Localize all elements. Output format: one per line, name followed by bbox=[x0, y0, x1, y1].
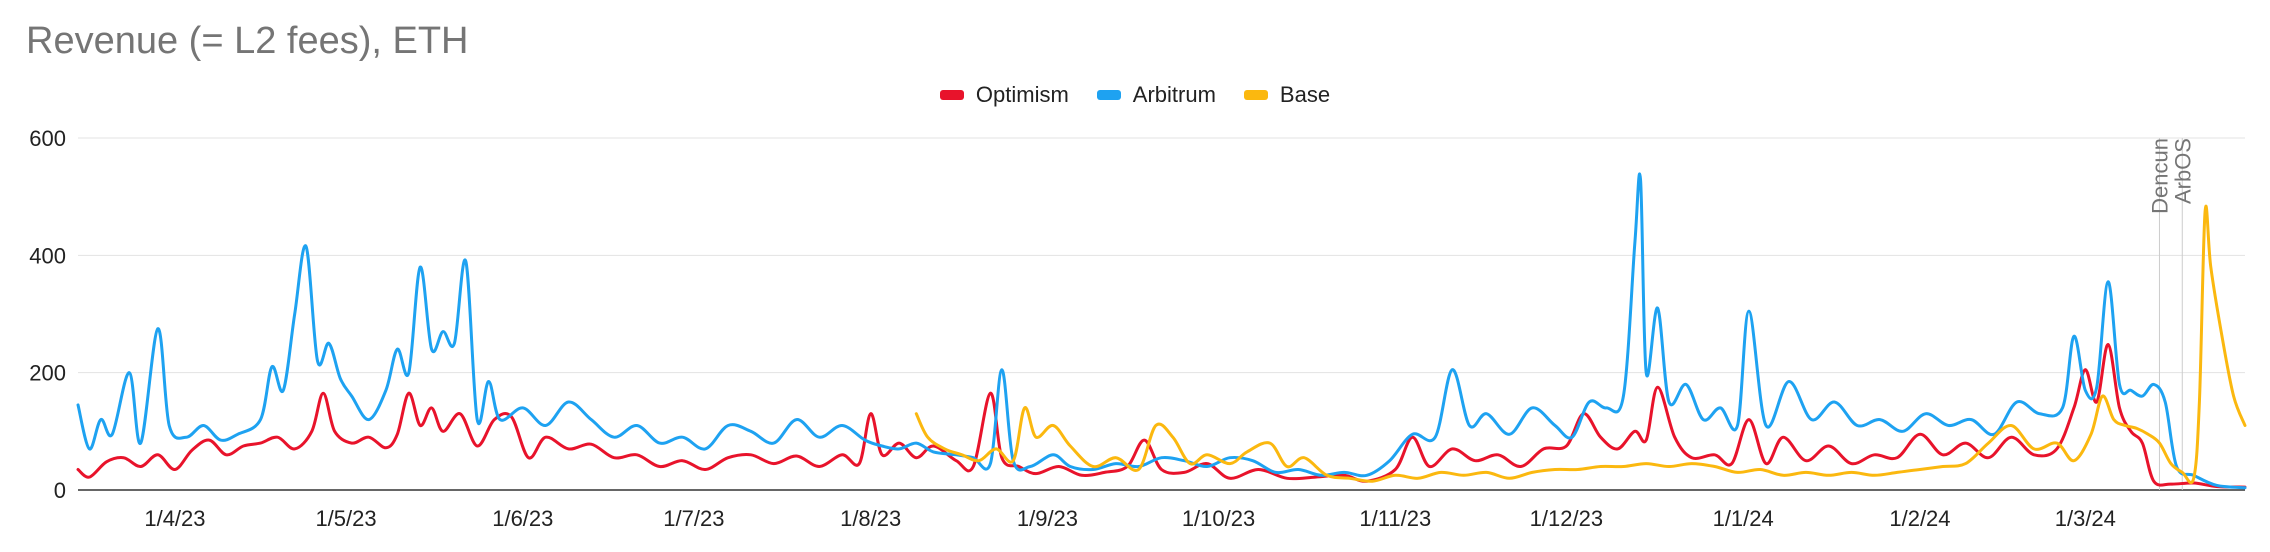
x-tick-label: 1/10/23 bbox=[1182, 506, 1255, 531]
legend-swatch-base bbox=[1243, 90, 1268, 100]
x-tick-label: 1/9/23 bbox=[1017, 506, 1078, 531]
x-axis: 1/4/23 1/5/23 1/6/23 1/7/23 1/8/23 1/9/23 1/10… bbox=[144, 506, 2116, 531]
x-tick-label: 1/2/24 bbox=[1889, 506, 1950, 531]
y-tick-label: 400 bbox=[29, 243, 66, 268]
x-tick-label: 1/8/23 bbox=[840, 506, 901, 531]
series-line-arbitrum bbox=[76, 172, 2247, 490]
legend-swatch-arbitrum bbox=[1096, 90, 1121, 100]
series-line-optimism bbox=[76, 342, 2247, 489]
y-tick-label: 600 bbox=[29, 126, 66, 151]
x-tick-label: 1/3/24 bbox=[2055, 506, 2116, 531]
x-tick-label: 1/1/24 bbox=[1713, 506, 1774, 531]
x-tick-label: 1/12/23 bbox=[1530, 506, 1603, 531]
chart-title: Revenue (= L2 fees), ETH bbox=[26, 20, 469, 62]
x-tick-label: 1/6/23 bbox=[492, 506, 553, 531]
x-tick-label: 1/4/23 bbox=[144, 506, 205, 531]
y-tick-label: 200 bbox=[29, 361, 66, 386]
event-label-arbos: ArbOS bbox=[2170, 138, 2195, 204]
x-tick-label: 1/7/23 bbox=[663, 506, 724, 531]
legend-item-optimism[interactable]: Optimism bbox=[939, 82, 1069, 108]
x-tick-label: 1/5/23 bbox=[315, 506, 376, 531]
y-tick-label: 0 bbox=[54, 478, 66, 503]
legend: Optimism Arbitrum Base bbox=[0, 82, 2270, 108]
legend-label-optimism: Optimism bbox=[975, 82, 1069, 107]
event-label-dencun: Dencun bbox=[2147, 138, 2172, 214]
gridlines bbox=[78, 137, 2245, 491]
legend-swatch-optimism bbox=[939, 90, 964, 100]
x-tick-label: 1/11/23 bbox=[1359, 506, 1431, 531]
y-axis: 0 200 400 600 bbox=[29, 126, 66, 503]
legend-item-arbitrum[interactable]: Arbitrum bbox=[1096, 82, 1216, 108]
series-line-base bbox=[914, 204, 2247, 485]
legend-label-base: Base bbox=[1279, 82, 1331, 107]
series-lines bbox=[76, 172, 2247, 490]
legend-item-base[interactable]: Base bbox=[1243, 82, 1331, 108]
legend-label-arbitrum: Arbitrum bbox=[1132, 82, 1216, 107]
